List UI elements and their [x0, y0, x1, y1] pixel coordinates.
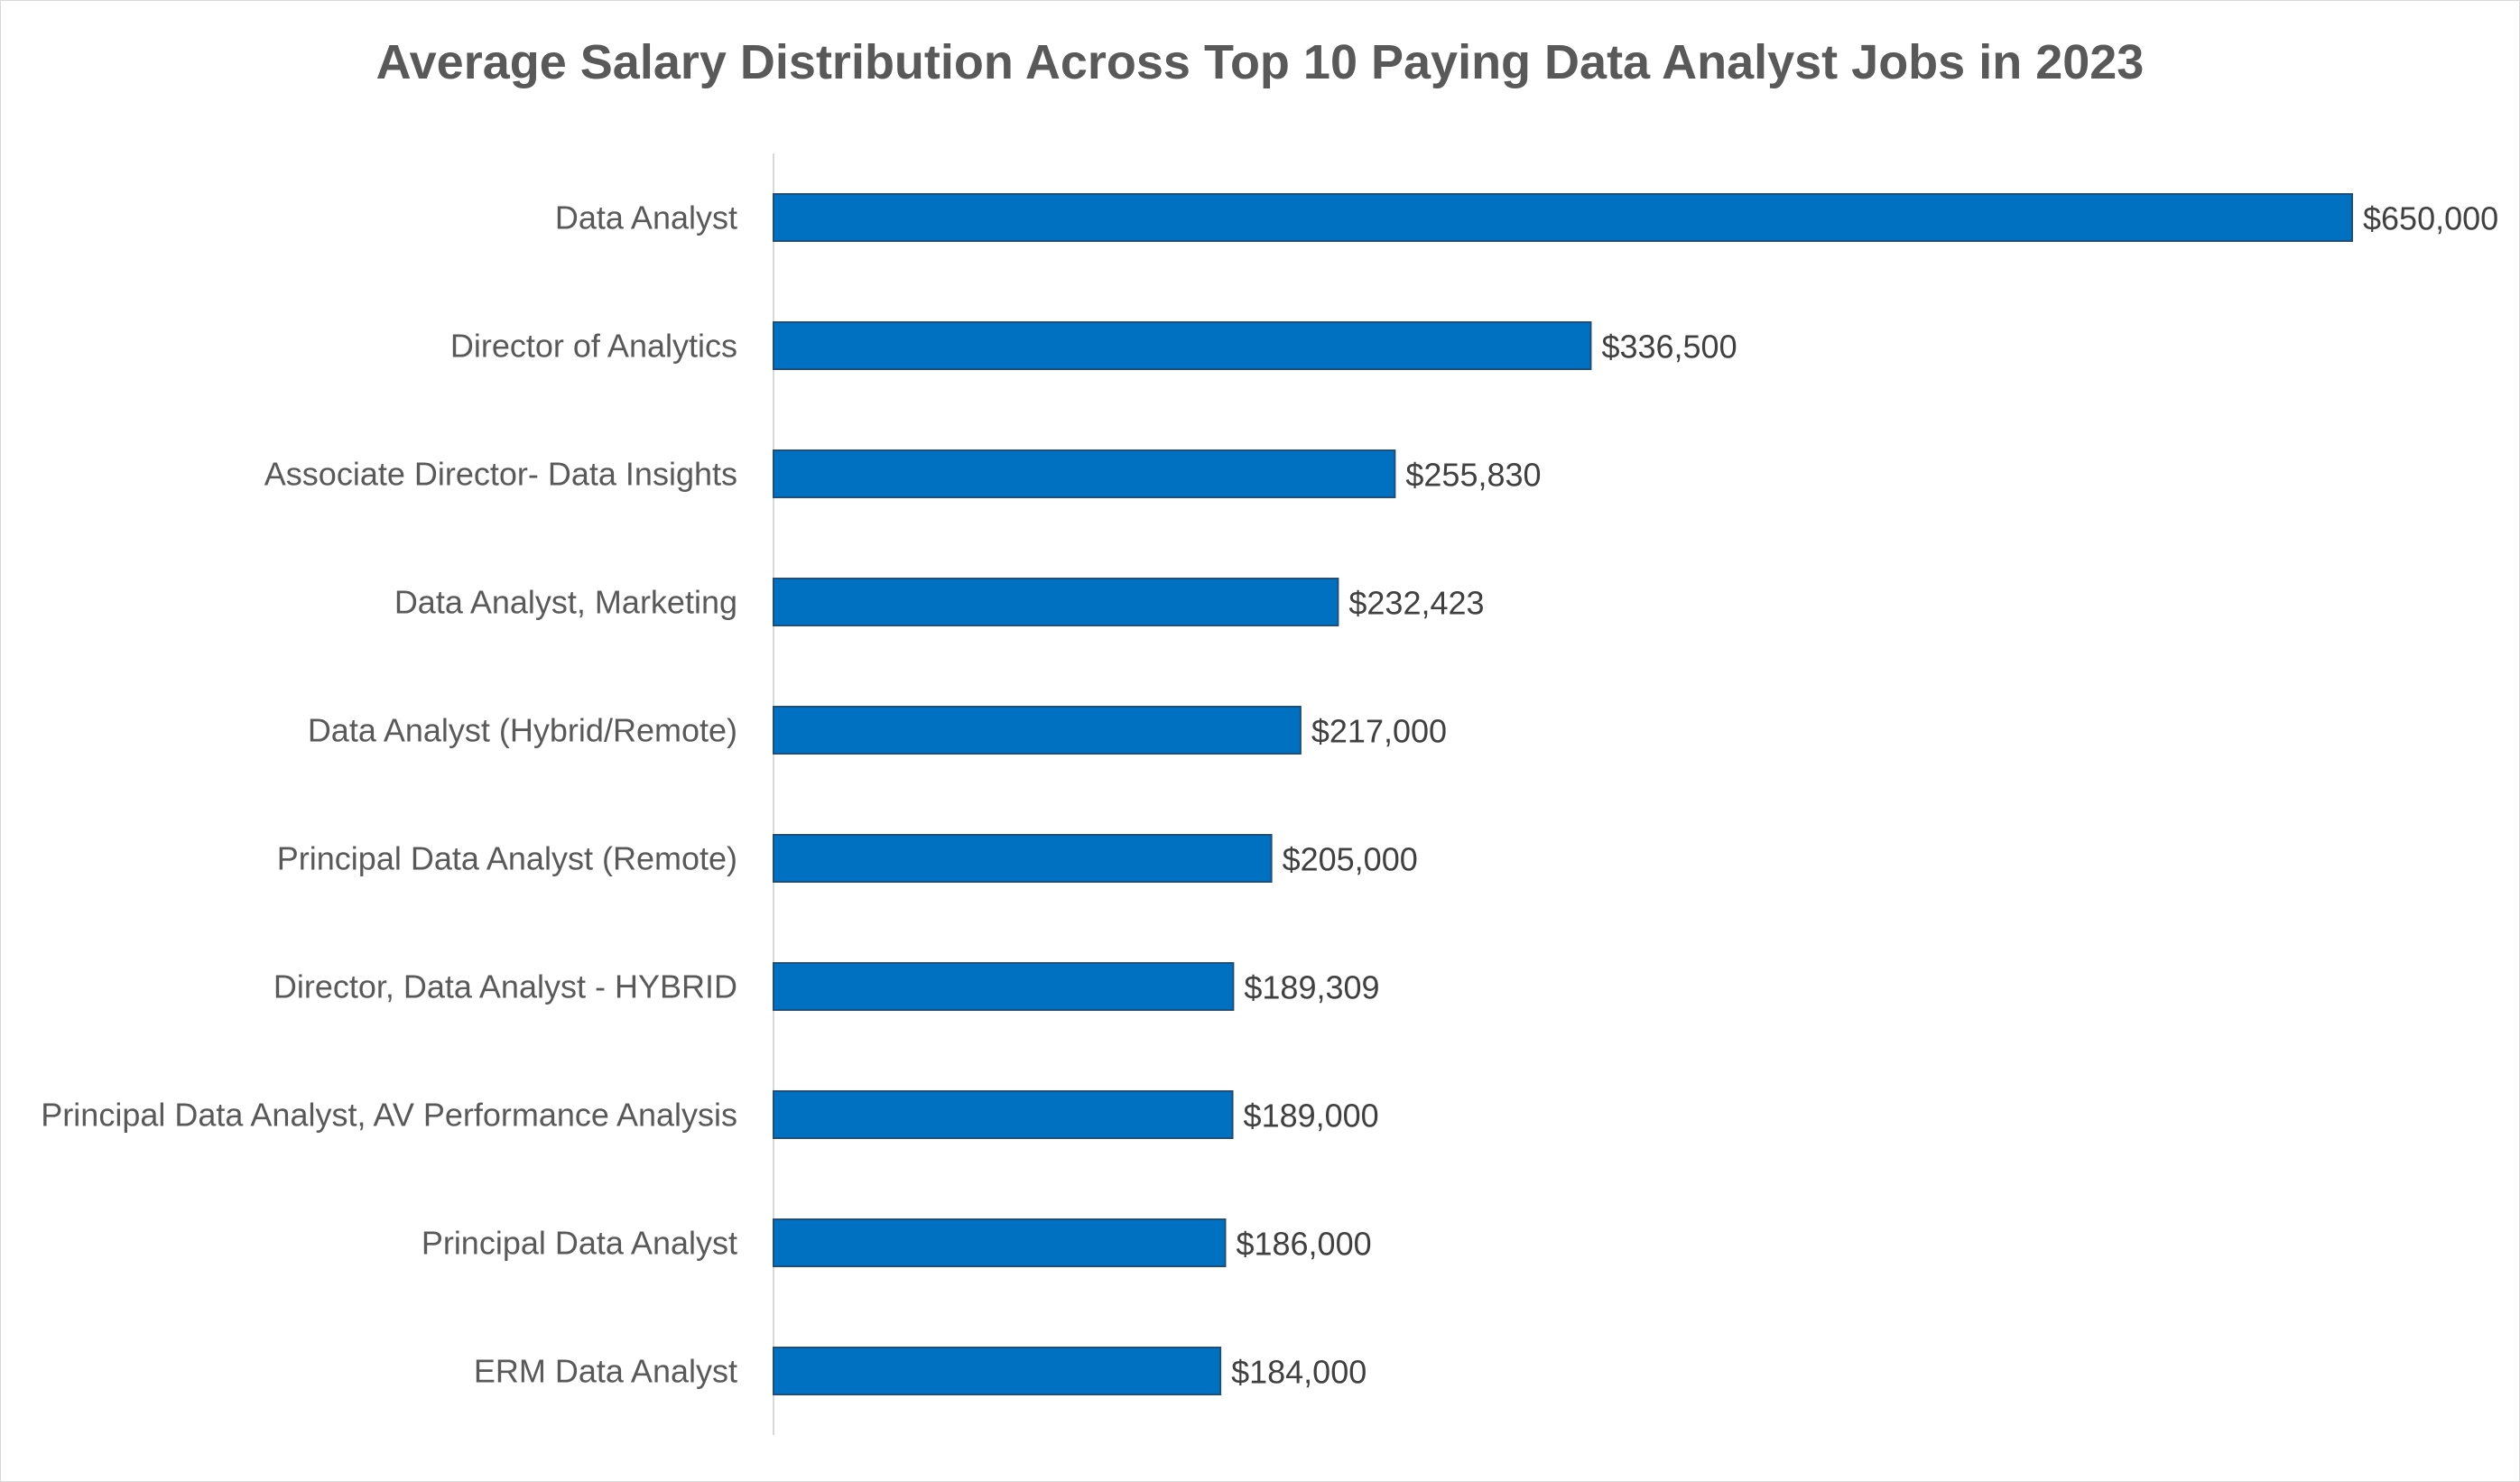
- data-labels-group: $650,000 $336,500 $255,830 $232,423 $217,000…: [1231, 200, 2498, 1391]
- category-label: ERM Data Analyst: [474, 1353, 737, 1390]
- data-label: $336,500: [1601, 329, 1737, 366]
- category-label: Director, Data Analyst - HYBRID: [273, 968, 737, 1005]
- data-label: $217,000: [1311, 713, 1447, 750]
- data-label: $650,000: [2363, 200, 2498, 237]
- bar: [773, 962, 1235, 1011]
- data-label: $255,830: [1405, 457, 1541, 494]
- bars-group: [773, 193, 2353, 1395]
- category-labels-group: Data Analyst Director of Analytics Associa…: [41, 199, 737, 1390]
- category-label: Associate Director- Data Insights: [264, 456, 737, 493]
- bar: [773, 1218, 1227, 1267]
- chart-title: Average Salary Distribution Across Top 1…: [375, 35, 2145, 89]
- category-label: Data Analyst, Marketing: [394, 584, 737, 621]
- category-label: Principal Data Analyst (Remote): [277, 840, 737, 877]
- data-label: $205,000: [1283, 841, 1418, 878]
- bar: [773, 321, 1592, 370]
- data-label: $184,000: [1231, 1354, 1367, 1391]
- category-label: Director of Analytics: [450, 328, 737, 365]
- data-label: $232,423: [1348, 585, 1484, 622]
- bar: [773, 1090, 1234, 1139]
- bar: [773, 834, 1273, 883]
- data-label: $189,000: [1244, 1098, 1379, 1135]
- category-label: Principal Data Analyst: [422, 1225, 737, 1262]
- category-label: Data Analyst: [555, 199, 737, 236]
- bar: [773, 193, 2353, 242]
- category-label: Principal Data Analyst, AV Performance A…: [41, 1097, 737, 1134]
- data-label: $189,309: [1244, 969, 1379, 1006]
- bar: [773, 578, 1339, 626]
- bar: [773, 1347, 1222, 1395]
- bar: [773, 449, 1396, 498]
- data-label: $186,000: [1236, 1226, 1371, 1263]
- category-label: Data Analyst (Hybrid/Remote): [308, 712, 737, 749]
- bar: [773, 706, 1302, 755]
